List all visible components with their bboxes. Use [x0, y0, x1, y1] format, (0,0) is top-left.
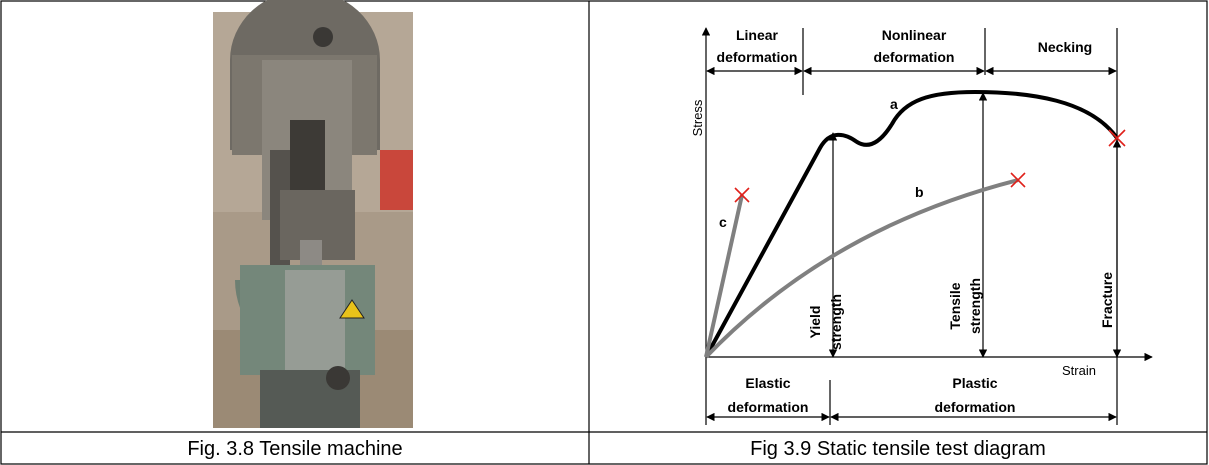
region-label: deformation	[728, 399, 809, 415]
caption: Fig 3.9 Static tensile test diagram	[750, 438, 1046, 460]
region-dividers	[706, 28, 1117, 425]
marker-label: strength	[828, 294, 844, 350]
document: Stress Strain Linear deformation Nonline…	[0, 0, 1209, 465]
curve-label: a	[890, 96, 898, 112]
photo	[213, 0, 413, 428]
page: Stress Strain Linear deformation Nonline…	[0, 0, 1209, 465]
region-label: deformation	[935, 399, 1016, 415]
region-label: Necking	[1038, 39, 1092, 55]
region-label: Nonlinear	[882, 27, 947, 43]
region-label: Linear	[736, 27, 779, 43]
region-label: deformation	[874, 49, 955, 65]
region-label: deformation	[717, 49, 798, 65]
x-axis-label: Strain	[1062, 363, 1096, 378]
fracture-marks	[735, 130, 1125, 202]
curve-label: b	[915, 184, 924, 200]
marker-label: Tensile	[947, 282, 963, 329]
curve-label: c	[719, 214, 727, 230]
curve-a	[706, 92, 1117, 357]
marker-label: Yield	[807, 306, 823, 339]
region-label: Plastic	[952, 375, 997, 391]
region-label: Elastic	[745, 375, 790, 391]
y-axis-label: Stress	[690, 99, 705, 136]
caption: Fig. 3.8 Tensile machine	[187, 438, 402, 460]
marker-label: Fracture	[1099, 272, 1115, 328]
marker-label: strength	[967, 278, 983, 334]
